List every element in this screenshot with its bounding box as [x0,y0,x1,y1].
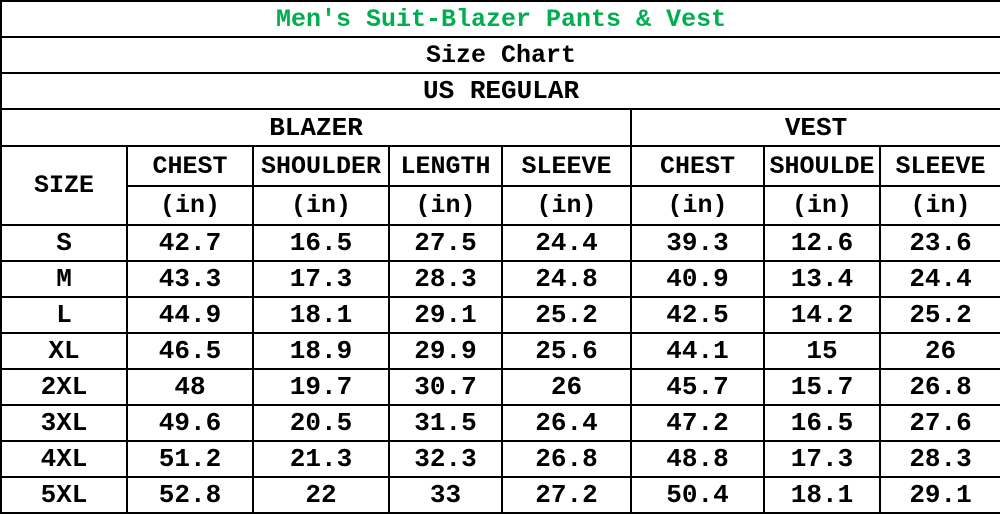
size-cell: M [0,260,128,298]
column-header-vest-chest: CHEST [630,145,765,187]
size-cell: 4XL [0,440,128,478]
value-cell: 26 [878,332,1000,370]
value-cell: 23.6 [878,224,1000,262]
chart-title: Men's Suit-Blazer Pants & Vest [0,0,1000,38]
value-cell: 32.3 [388,440,503,478]
value-cell: 45.7 [630,368,765,406]
title-row: Men's Suit-Blazer Pants & Vest [0,0,1000,38]
value-cell: 16.5 [763,404,881,442]
value-cell: 39.3 [630,224,765,262]
group-header-vest: VEST [629,108,1000,147]
unit-label: (in) [388,185,503,226]
table-row-5xl: 5XL 52.8 22 33 27.2 50.4 18.1 29.1 [0,476,1000,514]
value-cell: 42.5 [630,296,765,334]
unit-label: (in) [501,185,632,226]
region-label: US REGULAR [0,72,1000,110]
value-cell: 40.9 [630,260,765,298]
value-cell: 27.2 [501,476,632,514]
value-cell: 27.5 [388,224,503,262]
table-row-l: L 44.9 18.1 29.1 25.2 42.5 14.2 25.2 [0,296,1000,334]
value-cell: 48.8 [630,440,765,478]
value-cell: 20.5 [252,404,390,442]
size-cell: 3XL [0,404,128,442]
table-row-2xl: 2XL 48 19.7 30.7 26 45.7 15.7 26.8 [0,368,1000,406]
value-cell: 13.4 [763,260,881,298]
size-cell: L [0,296,128,334]
value-cell: 25.2 [878,296,1000,334]
value-cell: 17.3 [252,260,390,298]
column-header-row: SIZE CHEST SHOULDER LENGTH SLEEVE CHEST … [0,145,1000,226]
value-cell: 24.4 [878,260,1000,298]
column-header-blazer-shoulder: SHOULDER [252,145,390,187]
value-cell: 25.2 [501,296,632,334]
value-cell: 42.7 [126,224,254,262]
value-cell: 50.4 [630,476,765,514]
value-cell: 22 [252,476,390,514]
value-cell: 19.7 [252,368,390,406]
size-cell: XL [0,332,128,370]
value-cell: 52.8 [126,476,254,514]
unit-label: (in) [126,185,254,226]
table-row-s: S 42.7 16.5 27.5 24.4 39.3 12.6 23.6 [0,224,1000,262]
value-cell: 26.8 [878,368,1000,406]
group-header-row: BLAZER VEST [0,108,1000,147]
value-cell: 12.6 [763,224,881,262]
value-cell: 25.6 [501,332,632,370]
value-cell: 27.6 [878,404,1000,442]
value-cell: 29.1 [388,296,503,334]
subtitle-row: Size Chart [0,36,1000,74]
size-cell: 5XL [0,476,128,514]
value-cell: 44.1 [630,332,765,370]
value-cell: 46.5 [126,332,254,370]
chart-subtitle: Size Chart [0,36,1000,74]
table-row-xl: XL 46.5 18.9 29.9 25.6 44.1 15 26 [0,332,1000,370]
region-row: US REGULAR [0,72,1000,110]
value-cell: 18.1 [763,476,881,514]
value-cell: 18.1 [252,296,390,334]
value-cell: 29.9 [388,332,503,370]
value-cell: 30.7 [388,368,503,406]
value-cell: 24.8 [501,260,632,298]
value-cell: 15.7 [763,368,881,406]
table-row-4xl: 4XL 51.2 21.3 32.3 26.8 48.8 17.3 28.3 [0,440,1000,478]
value-cell: 44.9 [126,296,254,334]
value-cell: 47.2 [630,404,765,442]
table-row-3xl: 3XL 49.6 20.5 31.5 26.4 47.2 16.5 27.6 [0,404,1000,442]
column-header-blazer-length: LENGTH [388,145,503,187]
value-cell: 48 [126,368,254,406]
unit-row: (in) (in) (in) (in) (in) (in) (in) [1,185,1000,226]
value-cell: 28.3 [388,260,503,298]
value-cell: 26 [501,368,632,406]
column-header-blazer-chest: CHEST [126,145,254,187]
value-cell: 49.6 [126,404,254,442]
value-cell: 29.1 [878,476,1000,514]
value-cell: 17.3 [763,440,881,478]
value-cell: 16.5 [252,224,390,262]
unit-label: (in) [878,185,1000,226]
value-cell: 14.2 [763,296,881,334]
value-cell: 15 [763,332,881,370]
value-cell: 28.3 [878,440,1000,478]
value-cell: 21.3 [252,440,390,478]
group-header-blazer: BLAZER [0,108,632,147]
value-cell: 24.4 [501,224,632,262]
size-cell: 2XL [0,368,128,406]
value-cell: 31.5 [388,404,503,442]
value-cell: 18.9 [252,332,390,370]
size-cell: S [0,224,128,262]
column-header-vest-shoulder: SHOULDE [763,145,881,187]
size-column-header: SIZE [0,145,128,226]
value-cell: 26.8 [501,440,632,478]
unit-label: (in) [763,185,881,226]
unit-label: (in) [630,185,765,226]
table-row-m: M 43.3 17.3 28.3 24.8 40.9 13.4 24.4 [0,260,1000,298]
value-cell: 43.3 [126,260,254,298]
value-cell: 26.4 [501,404,632,442]
value-cell: 51.2 [126,440,254,478]
column-header-vest-sleeve: SLEEVE [878,145,1000,187]
value-cell: 33 [388,476,503,514]
column-header-blazer-sleeve: SLEEVE [501,145,632,187]
unit-label: (in) [252,185,390,226]
